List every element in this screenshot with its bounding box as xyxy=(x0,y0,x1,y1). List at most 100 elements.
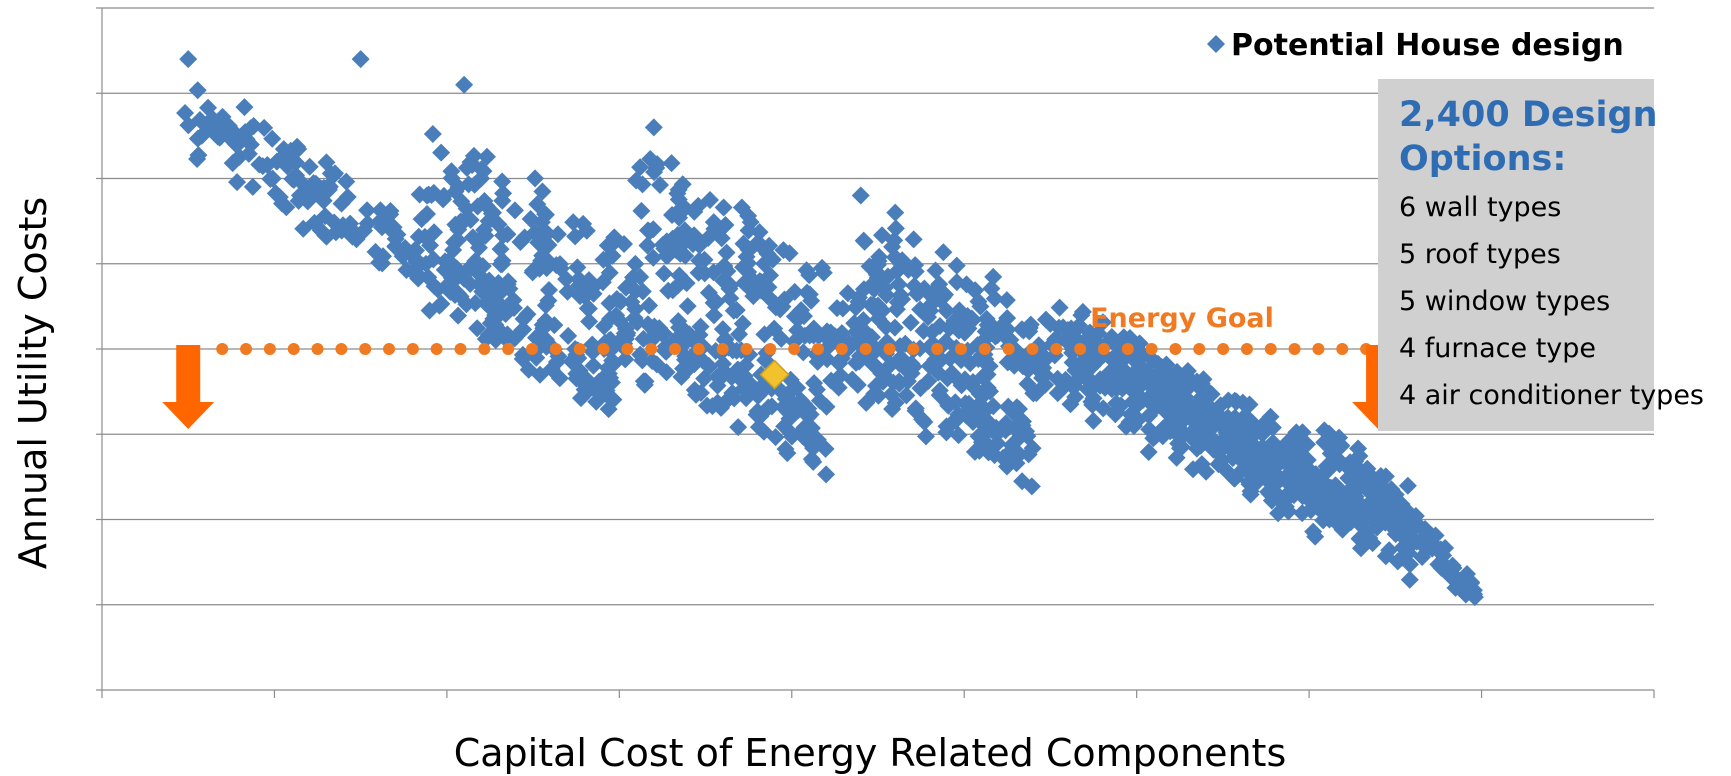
data-point xyxy=(937,423,956,442)
goal-dot xyxy=(287,343,300,355)
data-point xyxy=(1398,476,1417,495)
data-point xyxy=(838,284,857,303)
data-point xyxy=(1383,506,1402,525)
data-point xyxy=(782,427,801,446)
data-point xyxy=(755,325,774,344)
data-point xyxy=(877,286,896,305)
data-point xyxy=(640,296,659,315)
data-point xyxy=(785,307,804,326)
data-point xyxy=(410,185,429,204)
data-point xyxy=(584,356,603,375)
data-point xyxy=(464,146,483,165)
goal-dot xyxy=(645,343,658,355)
data-point xyxy=(833,299,852,318)
info-box-item: 4 furnace type xyxy=(1399,333,1596,364)
data-point xyxy=(409,227,428,246)
data-point xyxy=(255,118,274,137)
data-point xyxy=(810,391,829,410)
data-point xyxy=(644,220,663,239)
goal-dot xyxy=(1074,343,1087,355)
data-point xyxy=(1093,313,1112,332)
data-point xyxy=(846,353,865,372)
data-point xyxy=(1107,402,1126,421)
data-point xyxy=(478,295,497,314)
data-point xyxy=(889,275,908,294)
data-point xyxy=(1140,420,1159,439)
data-point xyxy=(631,345,650,364)
data-point xyxy=(568,258,587,277)
data-point xyxy=(514,309,533,328)
data-point xyxy=(1050,298,1069,317)
data-point xyxy=(1263,418,1282,437)
data-point xyxy=(938,369,957,388)
data-point xyxy=(1279,488,1298,507)
goal-dot xyxy=(1097,343,1110,355)
data-point xyxy=(442,169,461,188)
data-point xyxy=(616,350,635,369)
goal-dot xyxy=(1264,343,1277,355)
goal-dot xyxy=(383,343,396,355)
data-point xyxy=(1073,302,1092,321)
data-point xyxy=(1240,475,1259,494)
data-point xyxy=(717,243,736,262)
data-point xyxy=(493,172,512,191)
data-point xyxy=(934,243,953,262)
goal-dot xyxy=(359,343,372,355)
data-point xyxy=(723,341,742,360)
goal-dot xyxy=(1002,343,1015,355)
goal-dot xyxy=(216,343,229,355)
x-axis-title: Capital Cost of Energy Related Component… xyxy=(454,731,1287,775)
legend-label: Potential House design xyxy=(1231,28,1624,63)
data-point xyxy=(1346,470,1365,489)
data-point xyxy=(777,394,796,413)
goal-dot xyxy=(1336,343,1349,355)
goal-dot xyxy=(1169,343,1182,355)
data-point xyxy=(1262,472,1281,491)
data-point xyxy=(320,177,339,196)
data-point xyxy=(300,157,319,176)
data-point xyxy=(1061,395,1080,414)
data-point xyxy=(281,144,300,163)
data-point xyxy=(1293,452,1312,471)
data-point xyxy=(225,123,244,142)
goal-dot xyxy=(549,343,562,355)
data-point xyxy=(1034,347,1053,366)
data-point xyxy=(947,256,966,275)
data-point xyxy=(1117,417,1136,436)
data-point xyxy=(491,240,510,259)
data-point xyxy=(678,297,697,316)
goal-dot xyxy=(788,343,801,355)
data-point xyxy=(891,337,910,356)
axes xyxy=(96,7,1655,698)
info-box-title-line: 2,400 Design xyxy=(1399,95,1657,135)
data-point xyxy=(1325,503,1344,522)
data-point xyxy=(708,367,727,386)
data-point xyxy=(635,375,654,394)
info-box-item: 5 roof types xyxy=(1399,239,1561,270)
data-point xyxy=(504,291,523,310)
data-point xyxy=(747,405,766,424)
data-point xyxy=(1417,539,1436,558)
data-point xyxy=(802,450,821,469)
data-point xyxy=(594,250,613,269)
data-point xyxy=(1380,541,1399,560)
data-point xyxy=(455,75,474,94)
data-point xyxy=(272,194,291,213)
data-point xyxy=(1321,437,1340,456)
data-point xyxy=(650,319,669,338)
data-point xyxy=(1128,389,1147,408)
data-point xyxy=(785,282,804,301)
data-point xyxy=(854,311,873,330)
data-point xyxy=(469,238,488,257)
data-point xyxy=(916,427,935,446)
data-point xyxy=(179,50,198,69)
data-point xyxy=(662,154,681,173)
data-point xyxy=(235,98,254,117)
data-point xyxy=(342,220,361,239)
data-point xyxy=(241,119,260,138)
data-point xyxy=(588,382,607,401)
goal-dot xyxy=(1312,343,1325,355)
info-box-item: 6 wall types xyxy=(1399,192,1561,223)
data-point xyxy=(536,296,555,315)
data-point xyxy=(732,198,751,217)
